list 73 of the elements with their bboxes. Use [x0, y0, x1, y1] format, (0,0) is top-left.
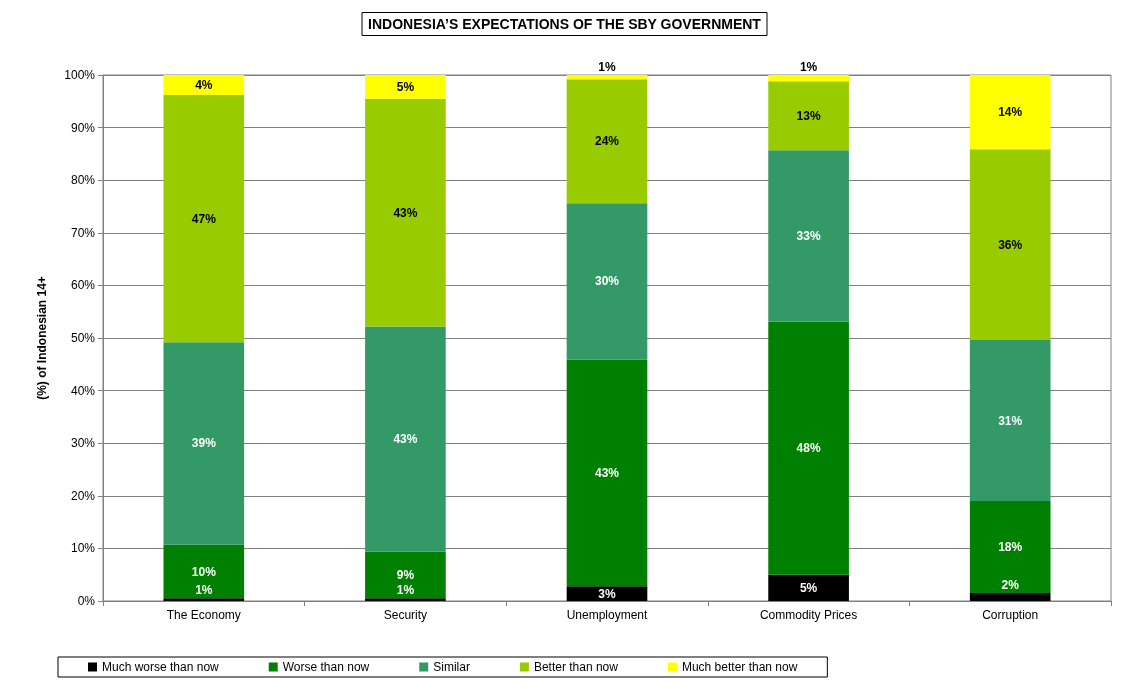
y-tick-label: 40%	[70, 383, 96, 398]
bar	[365, 326, 446, 552]
bar	[566, 203, 648, 360]
legend-label: Much better than now	[681, 660, 798, 674]
bar	[768, 574, 849, 601]
bar	[365, 98, 446, 327]
bar	[768, 81, 849, 151]
y-tick-label: 30%	[70, 436, 96, 451]
data-label: 30%	[594, 274, 620, 289]
data-label: 48%	[796, 441, 821, 456]
y-tick-label: 0%	[77, 594, 96, 608]
data-label: 5%	[396, 79, 415, 94]
bar	[768, 75, 849, 82]
x-tick-label: Security	[383, 608, 428, 622]
x-tick-label: The Economy	[166, 608, 241, 622]
bar	[969, 75, 1051, 150]
y-axis-title: (%) of Indonesian 14+	[35, 276, 49, 400]
data-label: 13%	[796, 108, 821, 123]
bar	[365, 75, 446, 99]
data-label: 36%	[998, 237, 1023, 252]
bar	[163, 342, 245, 545]
data-label: 1%	[195, 583, 213, 598]
x-tick-label: Commodity Prices	[759, 608, 858, 622]
data-label: 14%	[998, 105, 1023, 120]
data-label: 10%	[191, 564, 217, 579]
data-label: 9%	[396, 567, 415, 582]
bar	[969, 149, 1051, 341]
legend-label: Worse than now	[282, 660, 370, 674]
data-label: 31%	[998, 413, 1023, 428]
bar	[566, 75, 648, 80]
bar	[768, 150, 849, 322]
bar	[163, 75, 245, 95]
y-tick-label: 70%	[70, 225, 96, 240]
data-label: 33%	[796, 228, 821, 243]
data-label: 24%	[594, 134, 620, 149]
data-label: 5%	[799, 580, 818, 595]
bar	[566, 359, 648, 587]
bar	[365, 598, 446, 601]
data-label: 1%	[396, 583, 415, 598]
legend-label: Much worse than now	[102, 660, 220, 674]
x-tick-label: Unemployment	[566, 608, 649, 622]
data-label: 4%	[195, 77, 213, 92]
y-tick-label: 20%	[70, 488, 96, 503]
y-tick-label: 60%	[70, 278, 96, 293]
bar	[969, 593, 1051, 601]
bar	[163, 544, 245, 599]
bar	[566, 79, 648, 204]
data-label: 18%	[998, 540, 1023, 555]
bar	[566, 586, 648, 601]
data-label: 3%	[598, 586, 616, 601]
data-label: 43%	[393, 431, 418, 446]
y-tick-label: 80%	[70, 173, 96, 188]
data-label: 43%	[594, 465, 620, 480]
y-tick-label: 90%	[70, 120, 96, 135]
y-tick-label: 50%	[70, 331, 96, 345]
bar	[969, 501, 1051, 594]
data-label: 2%	[1001, 578, 1020, 593]
bar	[969, 340, 1051, 502]
y-tick-label: 10%	[70, 541, 96, 556]
data-label: 47%	[191, 211, 217, 226]
x-tick-label: Corruption	[982, 608, 1039, 622]
data-label: 1%	[598, 60, 616, 74]
legend-label: Similar	[433, 660, 470, 674]
bar	[768, 321, 849, 575]
data-label: 43%	[393, 205, 418, 220]
y-tick-label: 100%	[64, 68, 96, 82]
legend-label: Better than now	[533, 660, 619, 674]
bar	[163, 598, 245, 601]
data-label: 1%	[799, 60, 818, 74]
bar	[163, 94, 245, 343]
data-label: 39%	[191, 436, 217, 451]
chart-title: INDONESIA’S EXPECTATIONS OF THE SBY GOVERNMENT	[368, 16, 762, 32]
bar	[365, 551, 446, 599]
